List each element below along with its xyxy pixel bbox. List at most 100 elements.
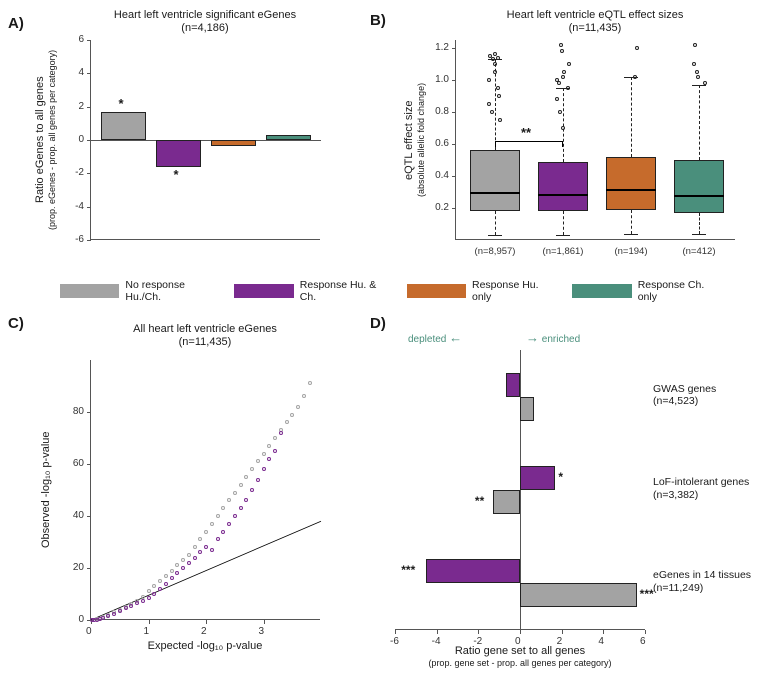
- panel-d-group-label: eGenes in 14 tissues(n=11,249): [653, 569, 759, 594]
- qq-point: [193, 545, 197, 549]
- panel-d-bar: [520, 466, 555, 490]
- depleted-label: depleted ←: [408, 330, 462, 345]
- legend-text: Response Hu. & Ch.: [294, 279, 389, 303]
- qq-point: [147, 589, 151, 593]
- qq-point: [164, 574, 168, 578]
- legend-swatch: [234, 284, 293, 298]
- panel-a-yl1: Ratio eGenes to all genes: [34, 77, 46, 204]
- panel-b-box: [470, 150, 520, 211]
- legend-item: Response Hu. only: [407, 279, 555, 303]
- panel-b-label: B): [370, 12, 386, 29]
- qq-point: [141, 599, 145, 603]
- panel-b-t2: (n=11,435): [569, 22, 622, 34]
- panel-b-box: [538, 162, 588, 212]
- panel-d-label: D): [370, 315, 386, 332]
- panel-b-ylabel: eQTL effect size (absolute allelic fold …: [403, 40, 427, 240]
- panel-d-bar: [506, 373, 520, 397]
- legend-text: Response Hu. only: [466, 279, 554, 303]
- panel-a-bar: [101, 112, 146, 140]
- panel-d-group-label: GWAS genes(n=4,523): [653, 383, 759, 408]
- panel-b-box: [674, 160, 724, 213]
- legend-swatch: [572, 284, 631, 298]
- panel-a-title1: Heart left ventricle significant eGenes: [114, 9, 296, 21]
- panel-c-chart: 0123020406080: [90, 360, 320, 620]
- legend-text: No response Hu./Ch.: [119, 279, 216, 303]
- panel-c-title: All heart left ventricle eGenes (n=11,43…: [90, 323, 320, 349]
- qq-point: [181, 566, 185, 570]
- panel-a-title2: (n=4,186): [181, 22, 228, 34]
- qq-point: [273, 436, 277, 440]
- qq-point: [296, 405, 300, 409]
- legend-item: Response Ch. only: [572, 279, 720, 303]
- panel-d-xl2: (prop. gene set - prop. all genes per ca…: [428, 658, 611, 668]
- qq-point: [221, 530, 225, 534]
- qq-point: [124, 606, 128, 610]
- panel-d-bar: [520, 397, 534, 421]
- panel-b-t1: Heart left ventricle eQTL effect sizes: [507, 9, 684, 21]
- legend-swatch: [407, 284, 466, 298]
- qq-point: [290, 413, 294, 417]
- panel-c-t2: (n=11,435): [179, 336, 232, 348]
- panel-d-chart: -6-4-20246depleted ←→ enrichedGWAS genes…: [395, 350, 645, 630]
- qq-point: [233, 514, 237, 518]
- qq-point: [308, 381, 312, 385]
- panel-a-chart: -6-4-20246**: [90, 40, 320, 240]
- qq-point: [118, 609, 122, 613]
- panel-c-xlabel: Expected -log₁₀ p-value: [90, 640, 320, 652]
- panel-b-title: Heart left ventricle eQTL effect sizes (…: [455, 9, 735, 35]
- qq-point: [233, 491, 237, 495]
- qq-point: [285, 420, 289, 424]
- panel-b-chart: 0.20.40.60.81.01.2(n=8,957)(n=1,861)(n=1…: [455, 40, 735, 240]
- qq-point: [216, 514, 220, 518]
- qq-point: [147, 596, 151, 600]
- legend: No response Hu./Ch. Response Hu. & Ch. Res…: [60, 279, 720, 303]
- panel-c-t1: All heart left ventricle eGenes: [133, 323, 277, 335]
- legend-swatch: [60, 284, 119, 298]
- qq-point: [210, 548, 214, 552]
- qq-point: [112, 612, 116, 616]
- panel-d-bar: [426, 559, 520, 583]
- qq-point: [279, 431, 283, 435]
- panel-a-ylabel: Ratio eGenes to all genes (prop. eGenes …: [34, 40, 58, 240]
- panel-d-bar: [493, 490, 520, 514]
- panel-a-bar: [156, 140, 201, 167]
- qq-point: [239, 483, 243, 487]
- qq-point: [129, 604, 133, 608]
- panel-c-ylabel: Observed -log₁₀ p-value: [40, 360, 52, 620]
- legend-item: Response Hu. & Ch.: [234, 279, 388, 303]
- qq-point: [227, 522, 231, 526]
- panel-a-title: Heart left ventricle significant eGenes …: [90, 9, 320, 35]
- qq-point: [158, 579, 162, 583]
- qq-point: [141, 595, 145, 599]
- enriched-label: → enriched: [526, 330, 580, 345]
- legend-text: Response Ch. only: [632, 279, 720, 303]
- qq-point: [187, 561, 191, 565]
- qq-point: [170, 569, 174, 573]
- qq-point: [158, 587, 162, 591]
- qq-point: [262, 467, 266, 471]
- qq-point: [256, 478, 260, 482]
- panel-b-box: [606, 157, 656, 210]
- qq-point: [239, 506, 243, 510]
- panel-c-label: C): [8, 315, 24, 332]
- qq-point: [250, 488, 254, 492]
- qq-point: [187, 553, 191, 557]
- panel-d-bar: [520, 583, 637, 607]
- panel-d-xlabel: Ratio gene set to all genes (prop. gene …: [395, 645, 645, 669]
- panel-a-label: A): [8, 15, 24, 32]
- qq-point: [210, 522, 214, 526]
- panel-d-group-label: LoF-intolerant genes(n=3,382): [653, 476, 759, 501]
- panel-b-yl1: eQTL effect size: [403, 100, 415, 179]
- qq-point: [204, 530, 208, 534]
- panel-a-bar: [266, 135, 311, 140]
- panel-c-yl: Observed -log₁₀ p-value: [40, 432, 52, 549]
- panel-a-bar: [211, 140, 256, 146]
- qq-point: [164, 582, 168, 586]
- panel-a-yl2: (prop. eGenes - prop. all genes per cate…: [47, 50, 57, 230]
- qq-point: [273, 449, 277, 453]
- legend-item: No response Hu./Ch.: [60, 279, 216, 303]
- qq-point: [262, 452, 266, 456]
- panel-d-xl1: Ratio gene set to all genes: [455, 645, 585, 657]
- qq-point: [193, 556, 197, 560]
- qq-point: [170, 576, 174, 580]
